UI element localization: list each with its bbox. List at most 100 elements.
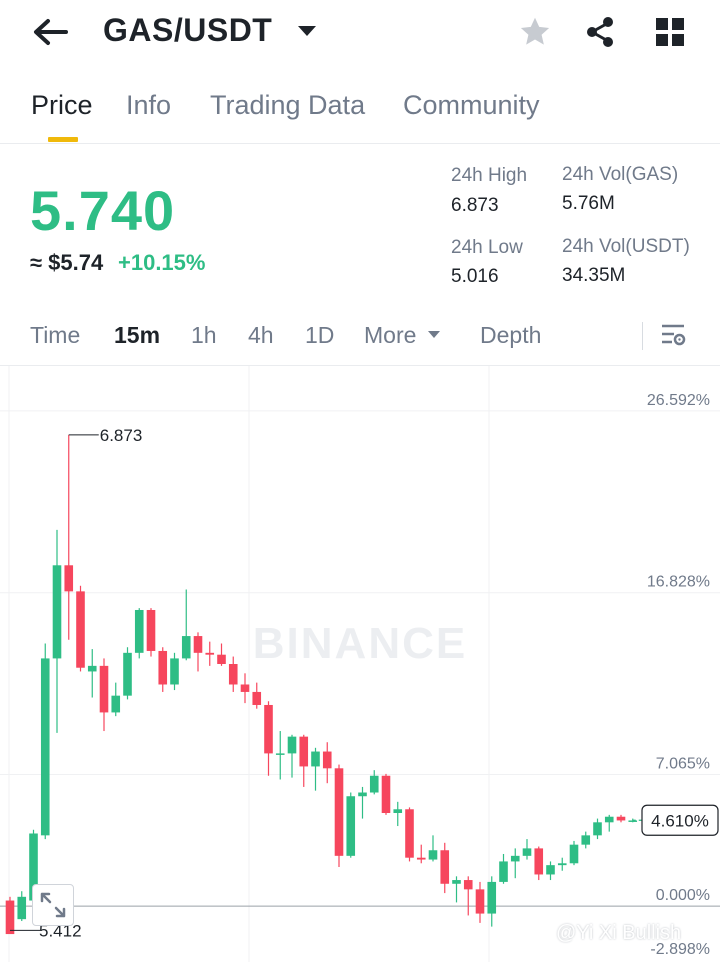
candle-body xyxy=(452,880,461,884)
candle-body xyxy=(217,654,226,664)
interval-15m[interactable]: 15m xyxy=(114,322,161,348)
candle xyxy=(299,734,309,787)
candle-body xyxy=(275,753,285,755)
candle xyxy=(217,643,226,666)
back-arrow-icon[interactable] xyxy=(30,14,70,50)
candle xyxy=(499,853,508,884)
candle-body xyxy=(416,857,426,860)
candle xyxy=(134,608,144,659)
candle xyxy=(76,585,85,672)
candle xyxy=(287,734,297,778)
toolbar-divider xyxy=(0,365,720,366)
candle-body xyxy=(228,664,238,685)
candle xyxy=(5,896,15,935)
candle-body xyxy=(64,565,74,592)
candle-body xyxy=(99,665,109,713)
candle xyxy=(123,647,132,700)
tab-trading-data[interactable]: Trading Data xyxy=(210,90,366,120)
tab-info[interactable]: Info xyxy=(126,90,172,120)
candle-body xyxy=(463,880,473,890)
candle xyxy=(252,682,262,709)
candle xyxy=(546,861,555,881)
interval-1d[interactable]: 1D xyxy=(305,322,335,348)
caret-down-icon[interactable] xyxy=(428,331,440,339)
interval-4h[interactable]: 4h xyxy=(248,322,274,348)
stat-24h-vol-quote-label: 24h Vol(USDT) xyxy=(562,236,690,257)
candle xyxy=(264,701,273,776)
interval-depth[interactable]: Depth xyxy=(480,322,542,348)
candle xyxy=(158,647,168,692)
candle xyxy=(557,857,567,871)
candle-body xyxy=(557,863,567,866)
stat-24h-low-value: 5.016 xyxy=(451,266,499,287)
chart-settings-icon[interactable] xyxy=(660,322,686,348)
candle-body xyxy=(487,881,497,914)
candle-body xyxy=(134,609,144,653)
candle-body xyxy=(322,751,332,769)
last-price: 5.740 xyxy=(30,179,176,242)
candle xyxy=(534,846,544,881)
y-axis-tick-label: 26.592% xyxy=(647,392,710,409)
candle-body xyxy=(534,848,544,875)
candlestick-chart[interactable]: BINANCE 26.592% 16.828% 7.065% 0.000% -2.898… xyxy=(0,366,720,962)
interval-time[interactable]: Time xyxy=(30,322,81,348)
candle xyxy=(311,747,320,791)
candle xyxy=(487,876,497,927)
active-tab-indicator xyxy=(48,137,78,142)
candle-body xyxy=(52,565,62,659)
candle-body xyxy=(428,850,438,860)
candle-body xyxy=(334,768,344,856)
candle-body xyxy=(581,835,591,845)
grid-icon[interactable] xyxy=(654,16,686,48)
candle-body xyxy=(240,684,250,692)
candle-body xyxy=(616,816,626,821)
candle xyxy=(593,818,602,840)
toolbar-separator xyxy=(642,322,643,350)
candle-body xyxy=(381,775,391,813)
candle-body xyxy=(546,865,555,875)
stat-24h-vol-base-value: 5.76M xyxy=(562,193,615,214)
fullscreen-button[interactable] xyxy=(32,884,74,926)
candle-body xyxy=(569,844,579,864)
candle-body xyxy=(593,822,602,836)
candle-body xyxy=(87,665,97,672)
y-axis-tick-label: 16.828% xyxy=(647,574,710,591)
candle-body xyxy=(264,704,273,754)
caret-down-icon[interactable] xyxy=(296,24,318,38)
tab-community[interactable]: Community xyxy=(403,90,540,120)
pair-title[interactable]: GAS/USDT xyxy=(103,12,273,48)
y-axis-tick-label: -2.898% xyxy=(650,941,710,958)
candle-body xyxy=(369,775,379,793)
candle xyxy=(17,891,27,922)
candle xyxy=(170,652,179,691)
candle xyxy=(604,814,614,832)
y-axis-tick-label: 0.000% xyxy=(656,887,710,904)
candle-body xyxy=(358,792,367,797)
candle-body xyxy=(475,889,485,914)
candle xyxy=(322,742,332,784)
interval-more[interactable]: More xyxy=(364,322,417,348)
author-watermark: @Yi Xi Bullish xyxy=(556,922,682,944)
high-marker-label: 6.873 xyxy=(100,426,143,445)
candle xyxy=(205,641,215,666)
price-change-percent: +10.15% xyxy=(118,250,206,275)
tab-price[interactable]: Price xyxy=(31,90,93,120)
candle xyxy=(40,643,50,840)
share-icon[interactable] xyxy=(582,14,618,50)
candle xyxy=(99,658,109,732)
candle-body xyxy=(522,848,532,856)
candle-body xyxy=(440,850,450,884)
candle xyxy=(111,682,121,717)
stat-24h-high-label: 24h High xyxy=(451,165,528,186)
candle-body xyxy=(29,833,38,901)
candle xyxy=(416,844,426,864)
candle-body xyxy=(170,658,179,685)
candle-body xyxy=(193,636,203,653)
candle-body xyxy=(158,650,168,685)
candle xyxy=(240,673,250,704)
stat-24h-high-value: 6.873 xyxy=(451,195,499,216)
interval-1h[interactable]: 1h xyxy=(191,322,217,348)
candle-body xyxy=(299,736,309,767)
star-icon[interactable] xyxy=(516,14,554,50)
candle xyxy=(275,731,285,780)
